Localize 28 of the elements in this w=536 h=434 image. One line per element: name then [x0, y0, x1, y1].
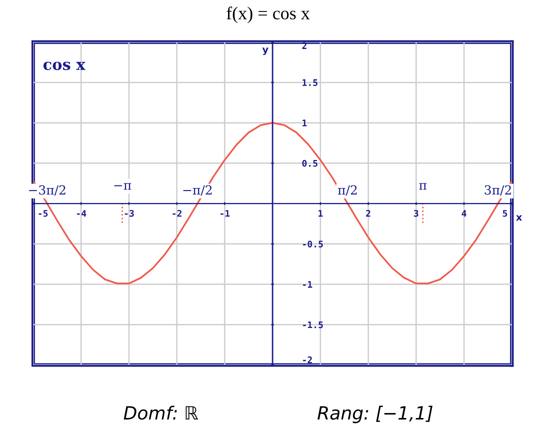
annotation: −π/2: [183, 185, 212, 196]
y-tick-label: 0.5: [302, 160, 318, 167]
x-tick-label: 4: [462, 210, 466, 217]
x-tick-label: 2: [366, 210, 370, 217]
x-tick-label: 3: [414, 210, 418, 217]
x-tick-label: 5: [502, 210, 508, 217]
annotation: −3π/2: [29, 185, 66, 196]
text: Rang: [−1,1]: [318, 406, 432, 424]
y-tick-label: -2: [303, 356, 312, 364]
y-tick-label: -0.5: [303, 240, 323, 248]
ref-line-label: −π: [114, 183, 132, 190]
annotation: π/2: [338, 185, 357, 196]
x-tick-label: -3: [124, 210, 134, 217]
y-axis-title: y: [262, 48, 268, 56]
x-tick-label: -4: [76, 210, 86, 217]
x-tick-label: -5: [38, 210, 48, 217]
x-tick-label: -2: [172, 210, 182, 217]
x-tick-label: -1: [220, 210, 230, 217]
chart-title: f(x) = cos x: [226, 6, 310, 24]
annotation: cos x: [43, 62, 86, 70]
x-axis-title: x: [516, 215, 522, 221]
y-tick-label: -1.5: [303, 321, 323, 328]
annotation: 3π/2: [484, 185, 511, 196]
y-tick-label: 1: [302, 120, 307, 126]
ref-line-label: π: [419, 183, 427, 190]
y-tick-label: 1.5: [302, 79, 318, 86]
y-tick-label: -1: [303, 281, 312, 288]
text: Domf: ℝ: [124, 406, 198, 420]
